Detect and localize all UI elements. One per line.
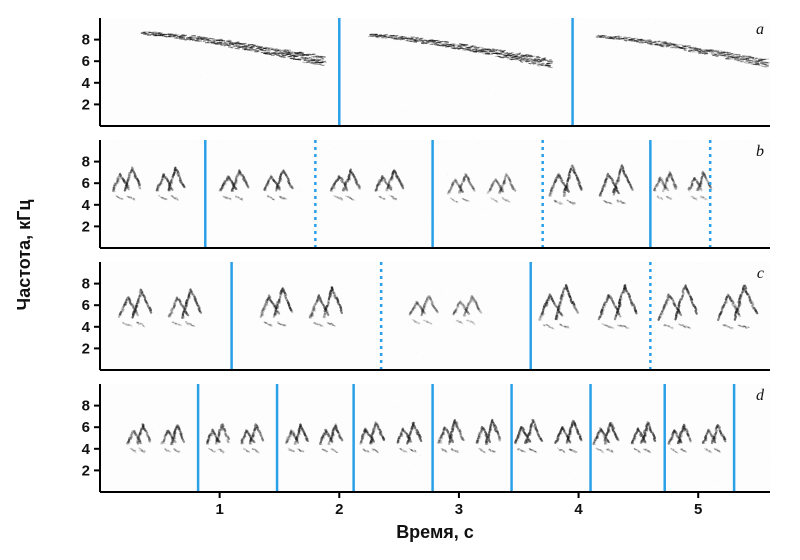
spectrogram-figure: 2 4 6 8 a 2 4 6 8 b 2 4 6 8 c 2 4 6 8 d 1 2 3 4 5 Время, с Частота… bbox=[0, 0, 800, 560]
y-tick-label: 2 bbox=[82, 462, 90, 479]
x-tick-label: 1 bbox=[215, 501, 223, 518]
x-tick-label: 4 bbox=[574, 501, 583, 518]
panel-letter: d bbox=[756, 387, 765, 404]
panel-c: 2 4 6 8 c bbox=[82, 262, 770, 371]
y-tick-label: 4 bbox=[82, 319, 91, 336]
y-tick-label: 6 bbox=[82, 53, 90, 70]
panel-d: 2 4 6 8 d bbox=[82, 384, 771, 492]
panel-a: 2 4 6 8 a bbox=[82, 18, 770, 126]
y-axis-label-svg: Частота, кГц bbox=[14, 200, 34, 311]
y-tick-label: 6 bbox=[82, 297, 90, 314]
y-tick-label: 8 bbox=[82, 154, 90, 171]
panel-letter: b bbox=[756, 143, 764, 160]
y-tick-label: 2 bbox=[82, 96, 90, 113]
panel-letter: c bbox=[757, 265, 764, 282]
panel-letter: a bbox=[756, 21, 764, 38]
y-tick-label: 2 bbox=[82, 340, 90, 357]
y-tick-label: 8 bbox=[82, 398, 90, 415]
y-tick-label: 4 bbox=[82, 197, 91, 214]
panel-b: 2 4 6 8 b bbox=[82, 140, 770, 249]
x-axis-label-svg: Время, с bbox=[396, 522, 474, 542]
x-tick-label: 3 bbox=[455, 501, 463, 518]
y-tick-label: 4 bbox=[82, 441, 91, 458]
y-tick-label: 6 bbox=[82, 175, 90, 192]
x-tick-label: 5 bbox=[694, 501, 702, 518]
y-tick-label: 4 bbox=[82, 75, 91, 92]
y-tick-label: 8 bbox=[82, 276, 90, 293]
y-tick-label: 6 bbox=[82, 419, 90, 436]
y-tick-label: 2 bbox=[82, 218, 90, 235]
y-tick-label: 8 bbox=[82, 32, 90, 49]
x-tick-label: 2 bbox=[335, 501, 343, 518]
